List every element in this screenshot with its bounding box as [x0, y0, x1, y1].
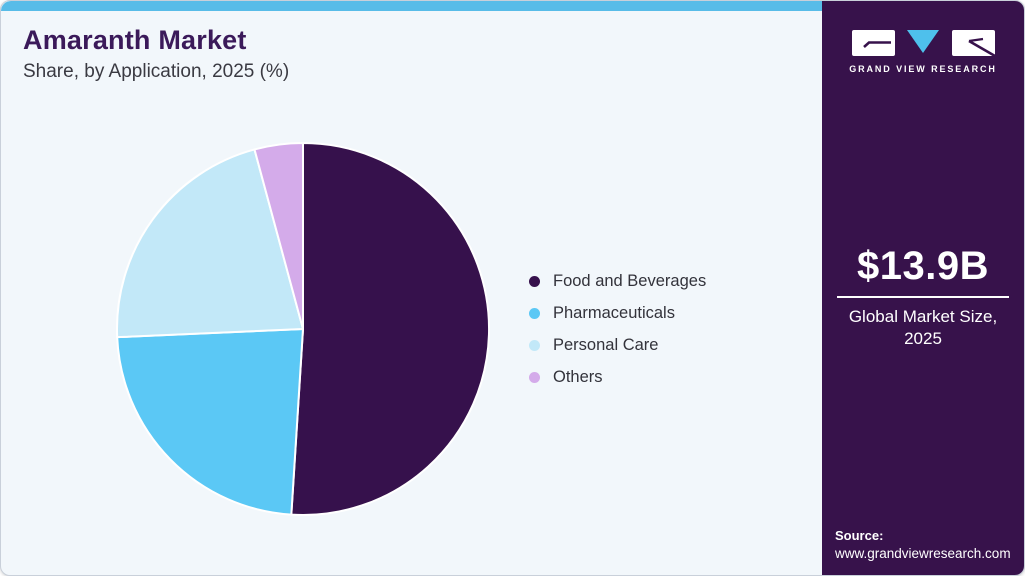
gvr-logo-wordmark: GRAND VIEW RESEARCH	[849, 64, 997, 74]
legend-item-others: Others	[529, 361, 706, 393]
gvr-logo: GRAND VIEW RESEARCH	[822, 29, 1024, 74]
sidebar: GRAND VIEW RESEARCH $13.9B Global Market…	[822, 1, 1024, 575]
market-size-label-line2: 2025	[904, 329, 942, 349]
source-label: Source:	[835, 528, 884, 543]
market-size-callout: $13.9B Global Market Size, 2025	[822, 244, 1024, 350]
market-size-value: $13.9B	[857, 244, 989, 288]
source-url-link[interactable]: www.grandviewresearch.com	[835, 546, 1011, 561]
legend-item-personal-care: Personal Care	[529, 329, 706, 361]
legend-label: Food and Beverages	[553, 271, 707, 290]
pie-slice-others	[253, 142, 304, 330]
pie-slice-food-and-beverages	[290, 142, 491, 516]
legend-dot-icon	[529, 307, 540, 319]
gvr-logo-icon	[851, 30, 996, 57]
legend-item-pharmaceuticals: Pharmaceuticals	[529, 297, 706, 329]
page-subtitle: Share, by Application, 2025 (%)	[23, 61, 290, 82]
legend-dot-icon	[529, 275, 540, 287]
legend-item-food-and-beverages: Food and Beverages	[529, 265, 706, 297]
top-accent-bar	[1, 1, 824, 11]
legend-label: Pharmaceuticals	[553, 303, 675, 322]
divider	[837, 296, 1009, 298]
header: Amaranth Market Share, by Application, 2…	[23, 25, 289, 83]
legend-dot-icon	[529, 371, 540, 383]
page-title: Amaranth Market	[23, 25, 247, 55]
pie-slice-personal-care	[116, 148, 304, 339]
legend-label: Personal Care	[553, 335, 659, 354]
legend-label: Others	[553, 367, 603, 386]
pie-chart	[116, 142, 491, 516]
pie-slice-pharmaceuticals	[116, 328, 304, 516]
market-size-label-line1: Global Market Size,	[848, 307, 998, 326]
source-block: Source: www.grandviewresearch.com	[835, 528, 1011, 561]
chart-legend: Food and Beverages Pharmaceuticals Perso…	[529, 265, 706, 393]
legend-dot-icon	[529, 339, 540, 351]
